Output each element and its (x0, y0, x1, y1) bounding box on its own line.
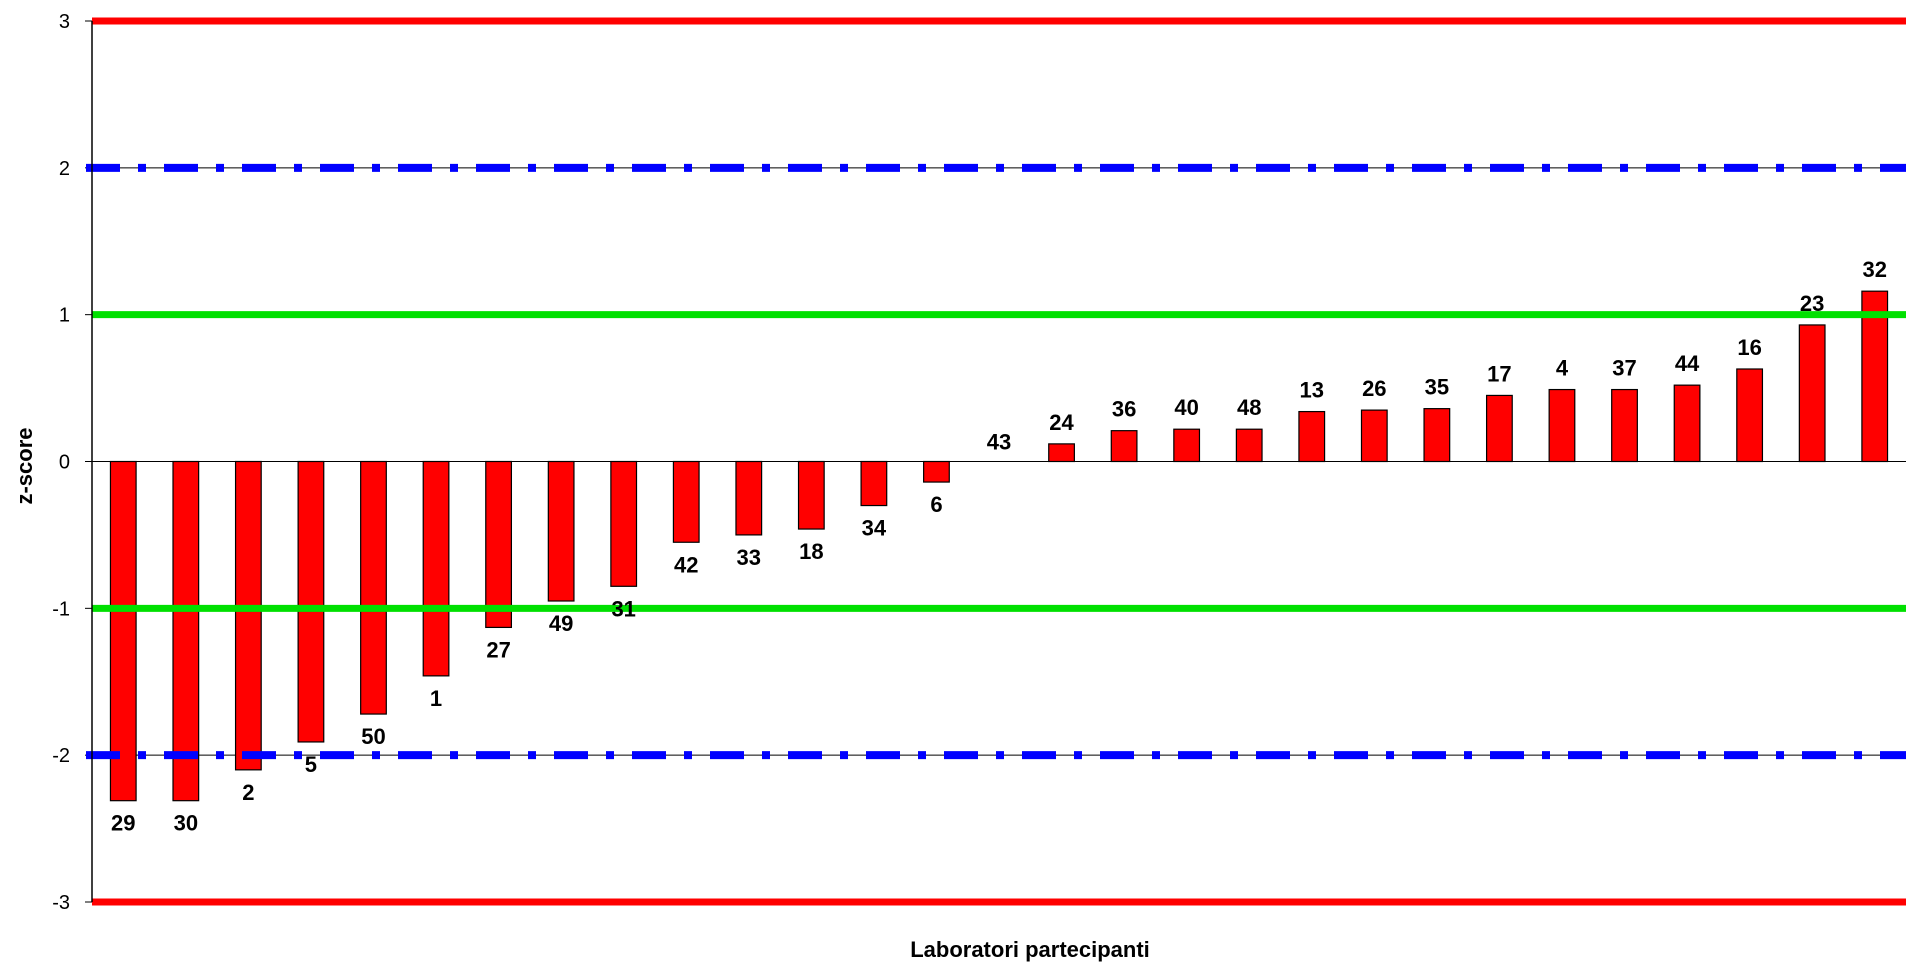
bar-label: 44 (1675, 351, 1700, 376)
bar (1673, 384, 1701, 463)
bar-label: 2 (242, 780, 254, 805)
y-tick-label: 0 (59, 452, 70, 474)
bar (797, 460, 825, 530)
bar (1048, 443, 1075, 463)
y-tick-label: -2 (52, 745, 70, 767)
bar-label: 43 (987, 430, 1011, 455)
bar-label: 13 (1300, 378, 1324, 403)
bar (422, 460, 450, 677)
bar-labels: 29 30 2 5 50 1 27 49 31 42 33 18 34 6 43 24 36 40 48 13 26 35… (111, 257, 1887, 836)
y-tick-label: -3 (52, 892, 70, 914)
bar-label: 35 (1425, 375, 1449, 400)
bar (485, 460, 513, 629)
y-tick-label: 1 (59, 305, 70, 327)
bar (1423, 408, 1451, 463)
bar (1360, 409, 1388, 463)
bar-label: 34 (862, 516, 887, 541)
bar (1736, 368, 1764, 463)
bar-label: 16 (1737, 335, 1761, 360)
bar-label: 17 (1487, 361, 1511, 386)
y-tick-label: 2 (59, 158, 70, 180)
bar (735, 460, 763, 536)
bar-label: 26 (1362, 376, 1386, 401)
bar-label: 50 (361, 724, 385, 749)
bar (1110, 430, 1138, 463)
bar (1173, 428, 1201, 463)
bar-label: 6 (930, 492, 942, 517)
bar-label: 42 (674, 552, 698, 577)
y-tick-label: -1 (52, 598, 70, 620)
bar (172, 460, 200, 802)
bar (547, 460, 575, 602)
y-tick-labels: 3 2 1 0 -1 -2 -3 (52, 11, 70, 914)
x-axis-title: Laboratori partecipanti (910, 937, 1150, 962)
y-axis-title: z-score (12, 427, 37, 504)
bar (1798, 324, 1826, 463)
bar-label: 30 (174, 811, 198, 836)
bar-label: 37 (1612, 356, 1636, 381)
bar (923, 460, 950, 483)
bar (672, 460, 700, 543)
bar (610, 460, 638, 587)
bar (297, 460, 325, 743)
bar-label: 33 (737, 545, 761, 570)
bar-label: 1 (430, 686, 442, 711)
bar-label: 18 (799, 539, 823, 564)
bar (1861, 290, 1889, 463)
bar (234, 460, 262, 771)
bar (1235, 428, 1263, 463)
bar-label: 36 (1112, 397, 1136, 422)
bar-label: 49 (549, 611, 573, 636)
bar (1485, 394, 1513, 463)
bar (1548, 388, 1576, 463)
bar-label: 24 (1049, 410, 1074, 435)
bar-label: 32 (1862, 257, 1886, 282)
reference-lines (86, 17, 1906, 906)
bar-label: 29 (111, 811, 135, 836)
bar-label: 31 (611, 596, 635, 621)
bar-label: 5 (305, 752, 317, 777)
y-tick-label: 3 (59, 11, 70, 33)
bar (1298, 410, 1326, 463)
bar (860, 460, 888, 507)
bar-label: 48 (1237, 395, 1261, 420)
bar (360, 460, 387, 715)
bar-label: 23 (1800, 291, 1824, 316)
bar-label: 40 (1174, 395, 1198, 420)
bars (109, 290, 1889, 802)
bar (109, 460, 137, 802)
bar-label: 27 (486, 637, 510, 662)
bar-label: 4 (1556, 356, 1569, 381)
bar (1611, 388, 1638, 463)
